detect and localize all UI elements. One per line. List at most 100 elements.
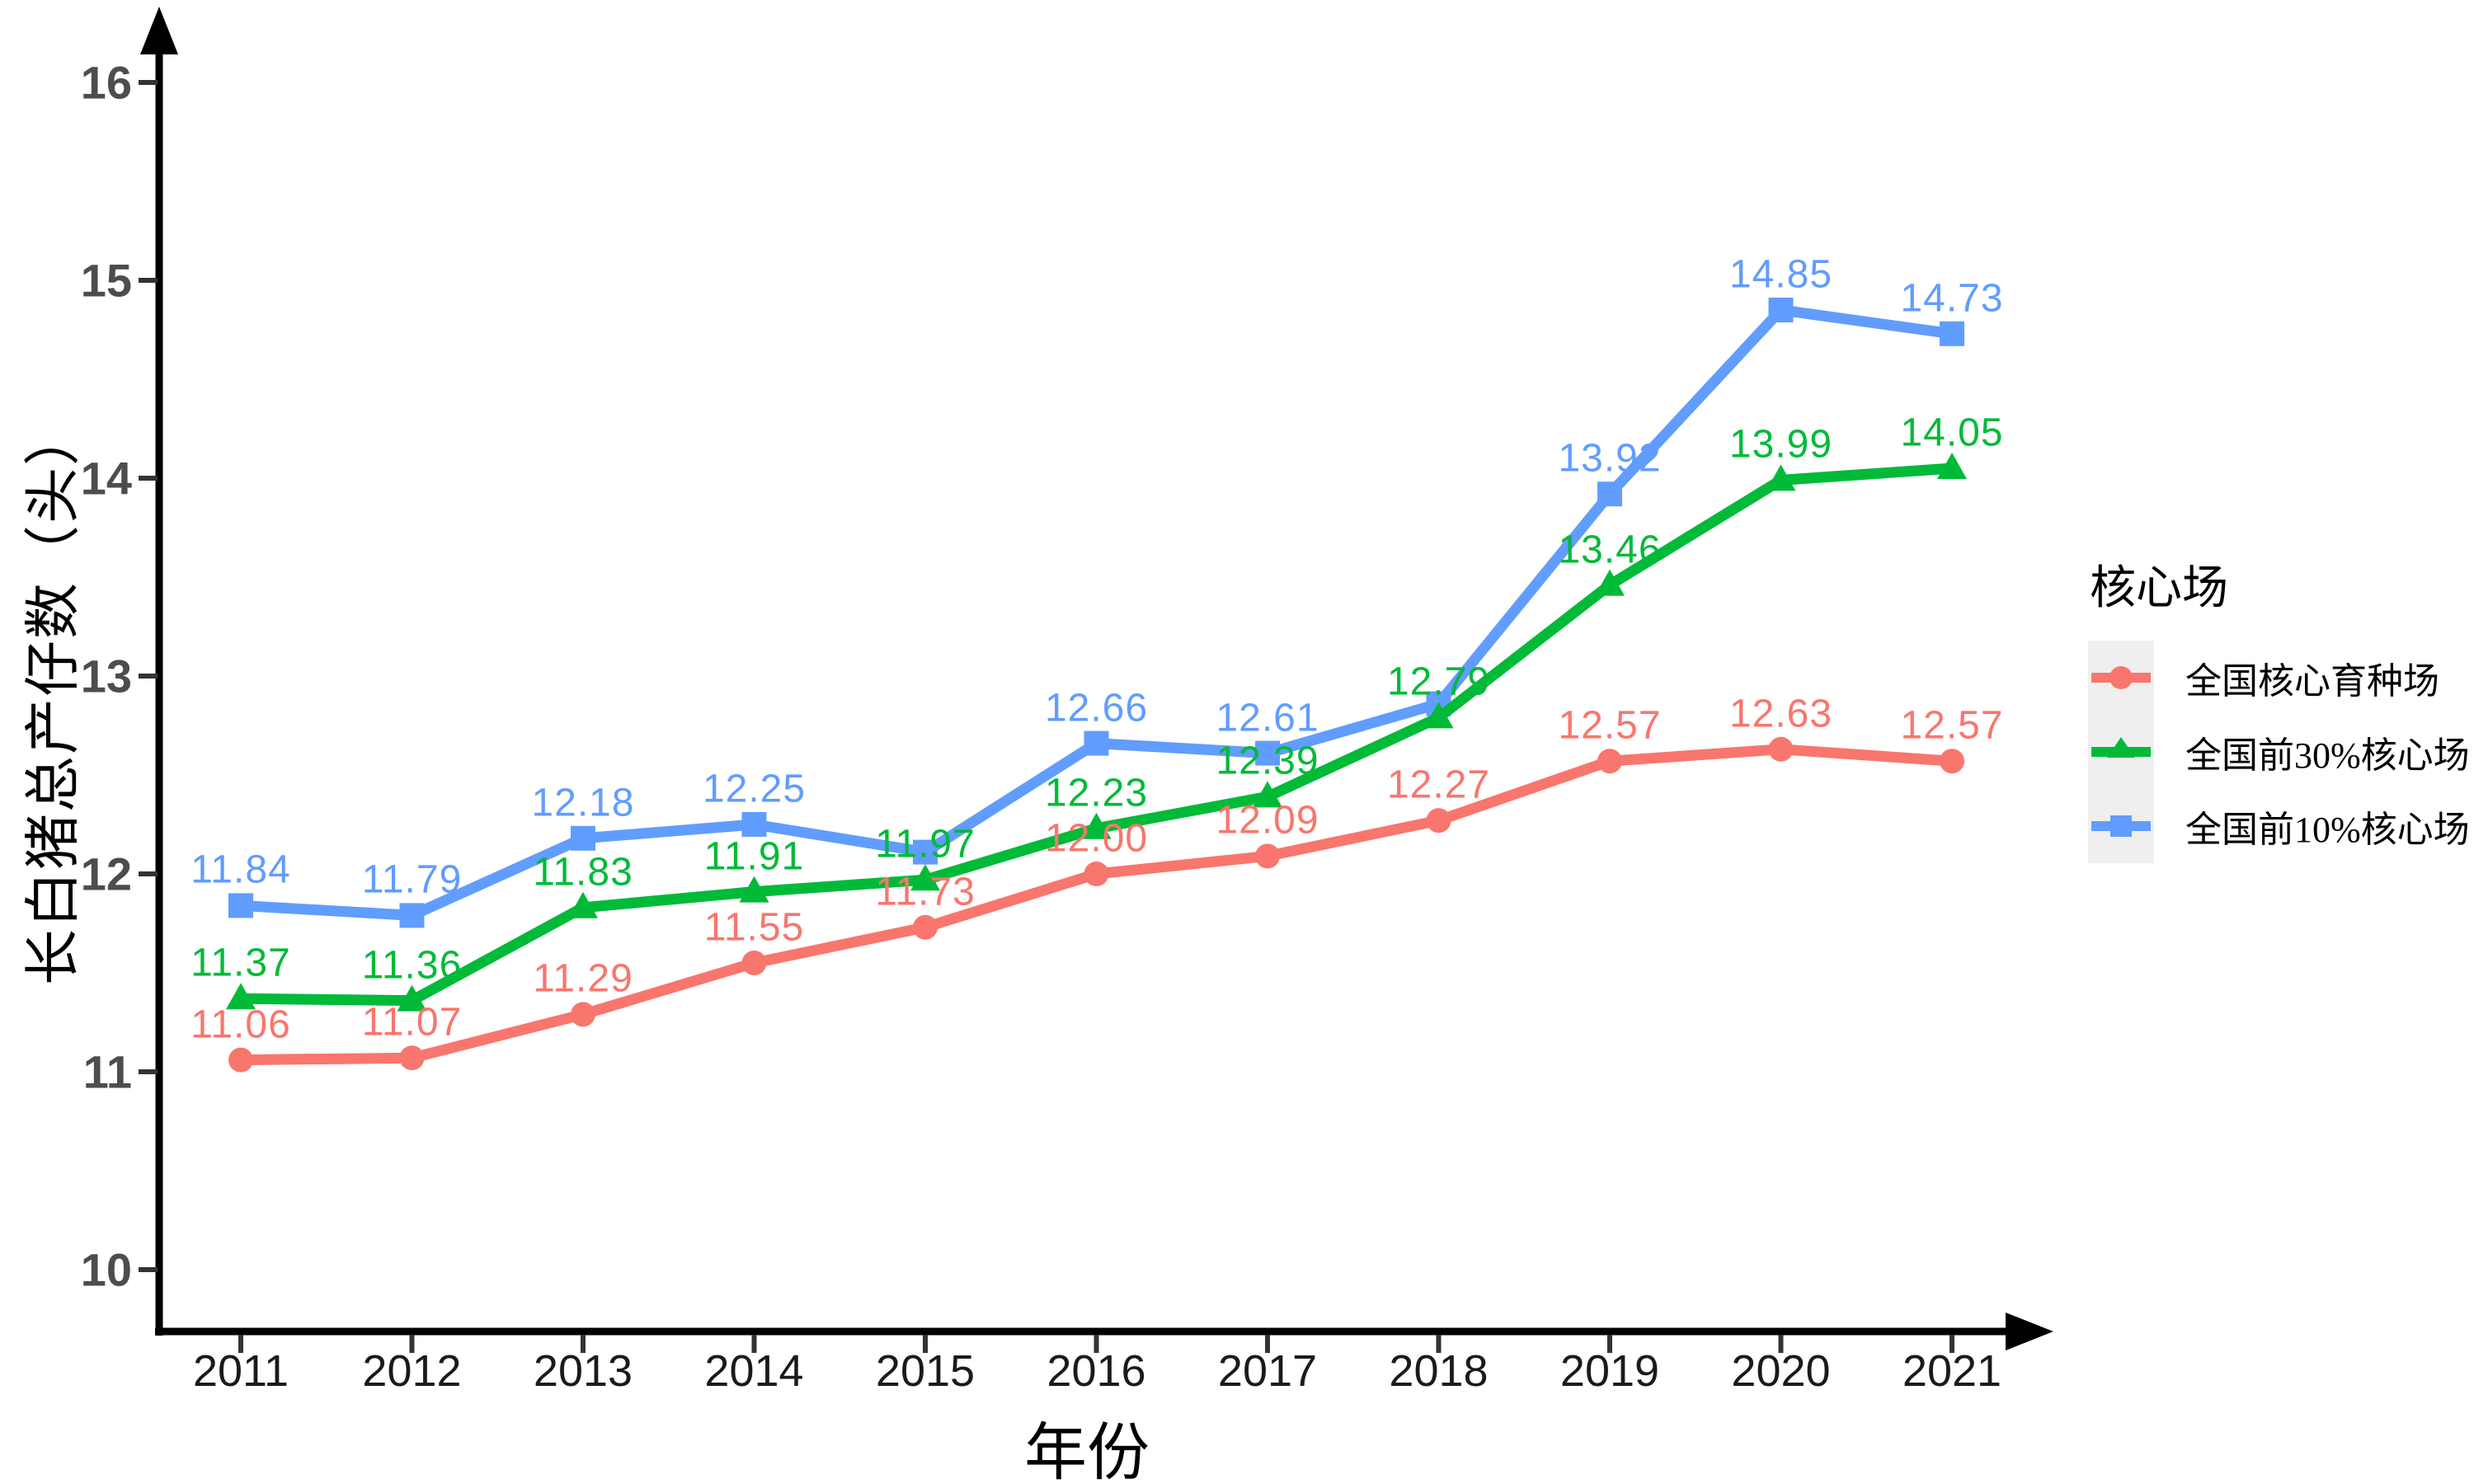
- legend-item-label: 全国前30%核心场: [2185, 735, 2470, 776]
- data-point-marker: [739, 876, 769, 903]
- data-point-label: 12.39: [1216, 739, 1319, 783]
- x-tick-label: 2015: [875, 1346, 976, 1396]
- data-point-marker: [1766, 464, 1796, 491]
- data-point-marker: [1768, 736, 1794, 762]
- data-point-label: 12.57: [1900, 703, 2004, 748]
- data-point-label: 12.27: [1386, 763, 1491, 807]
- data-point-label: 12.00: [1044, 816, 1149, 861]
- legend-title: 核心场: [2090, 563, 2228, 614]
- x-tick-label: 2021: [1902, 1346, 2002, 1396]
- y-tick-label: 12: [80, 848, 132, 900]
- data-point-label: 11.97: [875, 822, 976, 866]
- x-tick-label: 2012: [362, 1346, 462, 1396]
- legend-item: 全国前30%核心场: [2088, 715, 2470, 789]
- data-point-marker: [913, 914, 938, 940]
- data-point-label: 12.18: [531, 781, 635, 825]
- data-point-marker: [228, 893, 253, 918]
- data-point-marker: [1597, 749, 1622, 774]
- data-point-label: 12.57: [1558, 703, 1662, 748]
- data-point-label: 11.29: [533, 956, 633, 1001]
- data-point-label: 11.07: [361, 1000, 463, 1045]
- data-point-marker: [1081, 812, 1112, 839]
- data-point-label: 11.84: [190, 848, 291, 892]
- x-tick-label: 2017: [1217, 1346, 1318, 1396]
- data-point-marker: [1595, 569, 1625, 596]
- y-axis-title: 长白猪总产仔数（头）: [21, 407, 85, 986]
- y-tick-label: 14: [80, 452, 132, 505]
- data-point-marker: [1940, 749, 1964, 774]
- legend-key: [2088, 715, 2154, 789]
- data-point-label: 13.46: [1558, 528, 1662, 572]
- legend-symbol-circle: [2091, 666, 2151, 689]
- data-point-label: 12.63: [1729, 692, 1833, 736]
- data-point-label: 12.79: [1386, 660, 1491, 704]
- data-point-label: 12.23: [1044, 771, 1149, 815]
- data-point-marker: [913, 839, 938, 865]
- x-tick-label: 2019: [1559, 1346, 1660, 1396]
- data-point-label: 13.92: [1558, 436, 1662, 481]
- data-point-label: 11.55: [703, 905, 805, 950]
- legend-item: 全国前10%核心场: [2088, 789, 2470, 863]
- data-point-marker: [397, 984, 427, 1012]
- y-tick-label: 11: [82, 1045, 132, 1098]
- legend-symbol-triangle: [2091, 737, 2151, 758]
- y-axis-arrowhead: [140, 7, 178, 54]
- x-tick-label: 2014: [704, 1346, 804, 1396]
- legend-item-label: 全国核心育种场: [2185, 661, 2439, 702]
- data-point-marker: [1084, 862, 1109, 886]
- data-point-marker: [1423, 702, 1454, 729]
- data-point-marker: [568, 891, 598, 918]
- y-tick-label: 13: [80, 650, 132, 702]
- data-point-marker: [571, 825, 595, 851]
- legend: 核心场 全国核心育种场 全国前30%核心场 全国前10%核心场: [2088, 551, 2470, 863]
- data-point-label: 11.36: [361, 943, 463, 988]
- data-point-label: 13.99: [1729, 422, 1833, 467]
- data-point-label: 12.09: [1216, 798, 1319, 843]
- x-tick-label: 2016: [1047, 1346, 1146, 1396]
- data-point-label: 14.85: [1729, 252, 1833, 297]
- legend-item-label: 全国前10%核心场: [2185, 810, 2470, 850]
- x-axis-title: 年份: [1024, 1419, 1150, 1484]
- data-point-label: 12.25: [702, 767, 807, 811]
- data-point-marker: [399, 903, 425, 928]
- data-point-marker: [1255, 843, 1280, 869]
- legend-key: [2088, 789, 2154, 863]
- data-point-label: 12.61: [1216, 696, 1319, 740]
- data-point-marker: [1253, 781, 1282, 808]
- legend-items: 全国核心育种场 全国前30%核心场 全国前10%核心场: [2088, 641, 2470, 863]
- legend-symbol-square: [2091, 815, 2151, 837]
- x-tick-label: 2020: [1731, 1346, 1831, 1396]
- data-point-marker: [741, 951, 767, 975]
- data-point-marker: [399, 1045, 425, 1071]
- data-point-label: 11.83: [533, 850, 633, 895]
- data-point-marker: [1426, 808, 1451, 834]
- data-point-marker: [1940, 321, 1964, 346]
- data-point-marker: [910, 864, 940, 891]
- data-point-marker: [1937, 453, 1967, 479]
- data-point-label: 11.79: [361, 857, 463, 902]
- data-point-marker: [228, 1047, 253, 1073]
- legend-key: [2088, 641, 2154, 715]
- data-point-marker: [1255, 740, 1280, 766]
- data-point-label: 14.73: [1900, 276, 2004, 321]
- data-point-label: 12.66: [1044, 686, 1149, 730]
- legend-item: 全国核心育种场: [2088, 641, 2470, 715]
- y-tick-label: 10: [80, 1243, 132, 1296]
- x-tick-label: 2013: [533, 1346, 633, 1396]
- x-axis-arrowhead: [2006, 1313, 2053, 1350]
- data-point-label: 11.06: [190, 1003, 291, 1047]
- data-point-marker: [1084, 730, 1109, 756]
- data-point-marker: [571, 1002, 595, 1027]
- data-point-marker: [741, 812, 767, 837]
- data-point-marker: [1768, 298, 1794, 322]
- data-point-marker: [226, 983, 256, 1010]
- data-point-label: 11.37: [190, 941, 291, 985]
- x-tick-label: 2011: [192, 1346, 289, 1396]
- data-point-marker: [1597, 481, 1622, 507]
- data-point-label: 14.05: [1900, 411, 2004, 455]
- data-point-label: 11.73: [875, 870, 976, 914]
- y-tick-label: 16: [80, 56, 132, 109]
- data-point-label: 11.91: [703, 834, 805, 879]
